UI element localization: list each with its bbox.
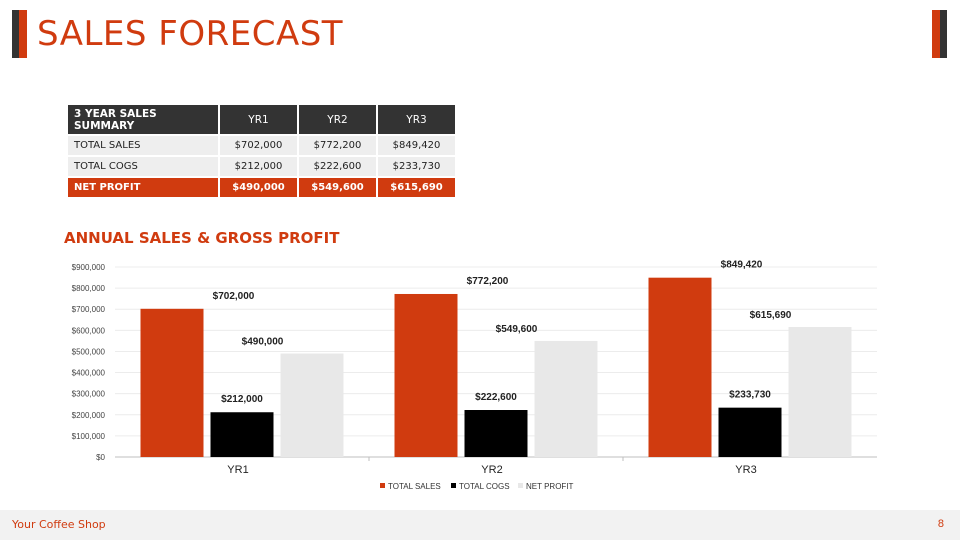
legend-swatch <box>518 483 523 488</box>
y-tick-label: $400,000 <box>72 369 106 378</box>
cell-value: $222,600 <box>299 157 376 176</box>
y-tick-label: $800,000 <box>72 284 106 293</box>
bar-net-profit <box>280 353 344 457</box>
table-header-row: 3 YEAR SALES SUMMARY YR1 YR2 YR3 <box>68 105 455 134</box>
table-header-yr2: YR2 <box>299 105 376 134</box>
cell-value: $233,730 <box>378 157 455 176</box>
bar-total-sales <box>140 308 204 457</box>
footer-brand: Your Coffee Shop <box>12 518 106 531</box>
row-label: TOTAL SALES <box>68 136 218 155</box>
data-label: $490,000 <box>242 337 284 348</box>
data-label: $615,690 <box>750 310 792 321</box>
table-row: TOTAL SALES $702,000 $772,200 $849,420 <box>68 136 455 155</box>
data-label: $849,420 <box>721 260 763 271</box>
x-tick-label: YR1 <box>227 464 248 476</box>
title-accent-dark <box>12 10 19 58</box>
table-row: TOTAL COGS $212,000 $222,600 $233,730 <box>68 157 455 176</box>
cell-value: $490,000 <box>220 178 297 197</box>
footer: Your Coffee Shop 8 <box>0 510 960 540</box>
y-tick-label: $300,000 <box>72 390 106 399</box>
bar-total-cogs <box>718 407 782 457</box>
y-tick-label: $900,000 <box>72 263 106 272</box>
sales-summary-table: 3 YEAR SALES SUMMARY YR1 YR2 YR3 TOTAL S… <box>66 103 457 199</box>
table-header-label: 3 YEAR SALES SUMMARY <box>68 105 218 134</box>
page-title: SALES FORECAST <box>37 14 344 54</box>
bar-total-sales <box>394 293 458 457</box>
y-tick-label: $500,000 <box>72 347 106 356</box>
corner-accent-dark <box>940 10 947 58</box>
data-label: $212,000 <box>221 394 263 405</box>
data-label: $702,000 <box>213 291 255 302</box>
row-label: TOTAL COGS <box>68 157 218 176</box>
cell-value: $615,690 <box>378 178 455 197</box>
y-tick-label: $200,000 <box>72 411 106 420</box>
data-label: $549,600 <box>496 324 538 335</box>
x-tick-label: YR2 <box>481 464 502 476</box>
y-tick-label: $100,000 <box>72 432 106 441</box>
legend-label: TOTAL COGS <box>459 482 510 491</box>
legend-label: TOTAL SALES <box>388 482 441 491</box>
row-label: NET PROFIT <box>68 178 218 197</box>
y-tick-label: $600,000 <box>72 326 106 335</box>
legend-swatch <box>451 483 456 488</box>
legend-swatch <box>380 483 385 488</box>
cell-value: $549,600 <box>299 178 376 197</box>
cell-value: $702,000 <box>220 136 297 155</box>
title-accent-orange <box>19 10 27 58</box>
table-row-net-profit: NET PROFIT $490,000 $549,600 $615,690 <box>68 178 455 197</box>
cell-value: $849,420 <box>378 136 455 155</box>
y-tick-label: $0 <box>96 453 105 462</box>
data-label: $222,600 <box>475 392 517 403</box>
bar-total-sales <box>648 277 712 457</box>
table-header-yr3: YR3 <box>378 105 455 134</box>
table-header-yr1: YR1 <box>220 105 297 134</box>
data-label: $233,730 <box>729 390 771 401</box>
page-number: 8 <box>937 518 944 530</box>
bar-total-cogs <box>210 412 274 457</box>
legend-label: NET PROFIT <box>526 482 574 491</box>
bar-total-cogs <box>464 410 528 457</box>
y-tick-label: $700,000 <box>72 305 106 314</box>
x-tick-label: YR3 <box>735 464 756 476</box>
data-label: $772,200 <box>467 276 509 287</box>
sales-bar-chart: $0 $100,000 $200,000 $300,000 $400,000 $500,0… <box>72 260 877 491</box>
cell-value: $212,000 <box>220 157 297 176</box>
cell-value: $772,200 <box>299 136 376 155</box>
bar-net-profit <box>788 327 852 457</box>
corner-accent-orange <box>932 10 940 58</box>
chart-title: ANNUAL SALES & GROSS PROFIT <box>64 229 340 247</box>
bar-net-profit <box>534 340 598 457</box>
